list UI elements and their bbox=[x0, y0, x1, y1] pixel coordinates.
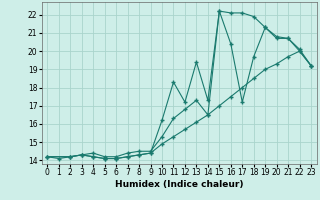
X-axis label: Humidex (Indice chaleur): Humidex (Indice chaleur) bbox=[115, 180, 244, 189]
